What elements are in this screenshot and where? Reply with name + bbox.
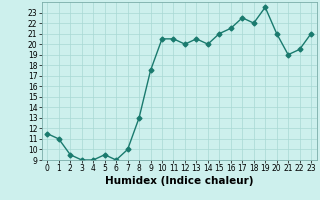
X-axis label: Humidex (Indice chaleur): Humidex (Indice chaleur): [105, 176, 253, 186]
